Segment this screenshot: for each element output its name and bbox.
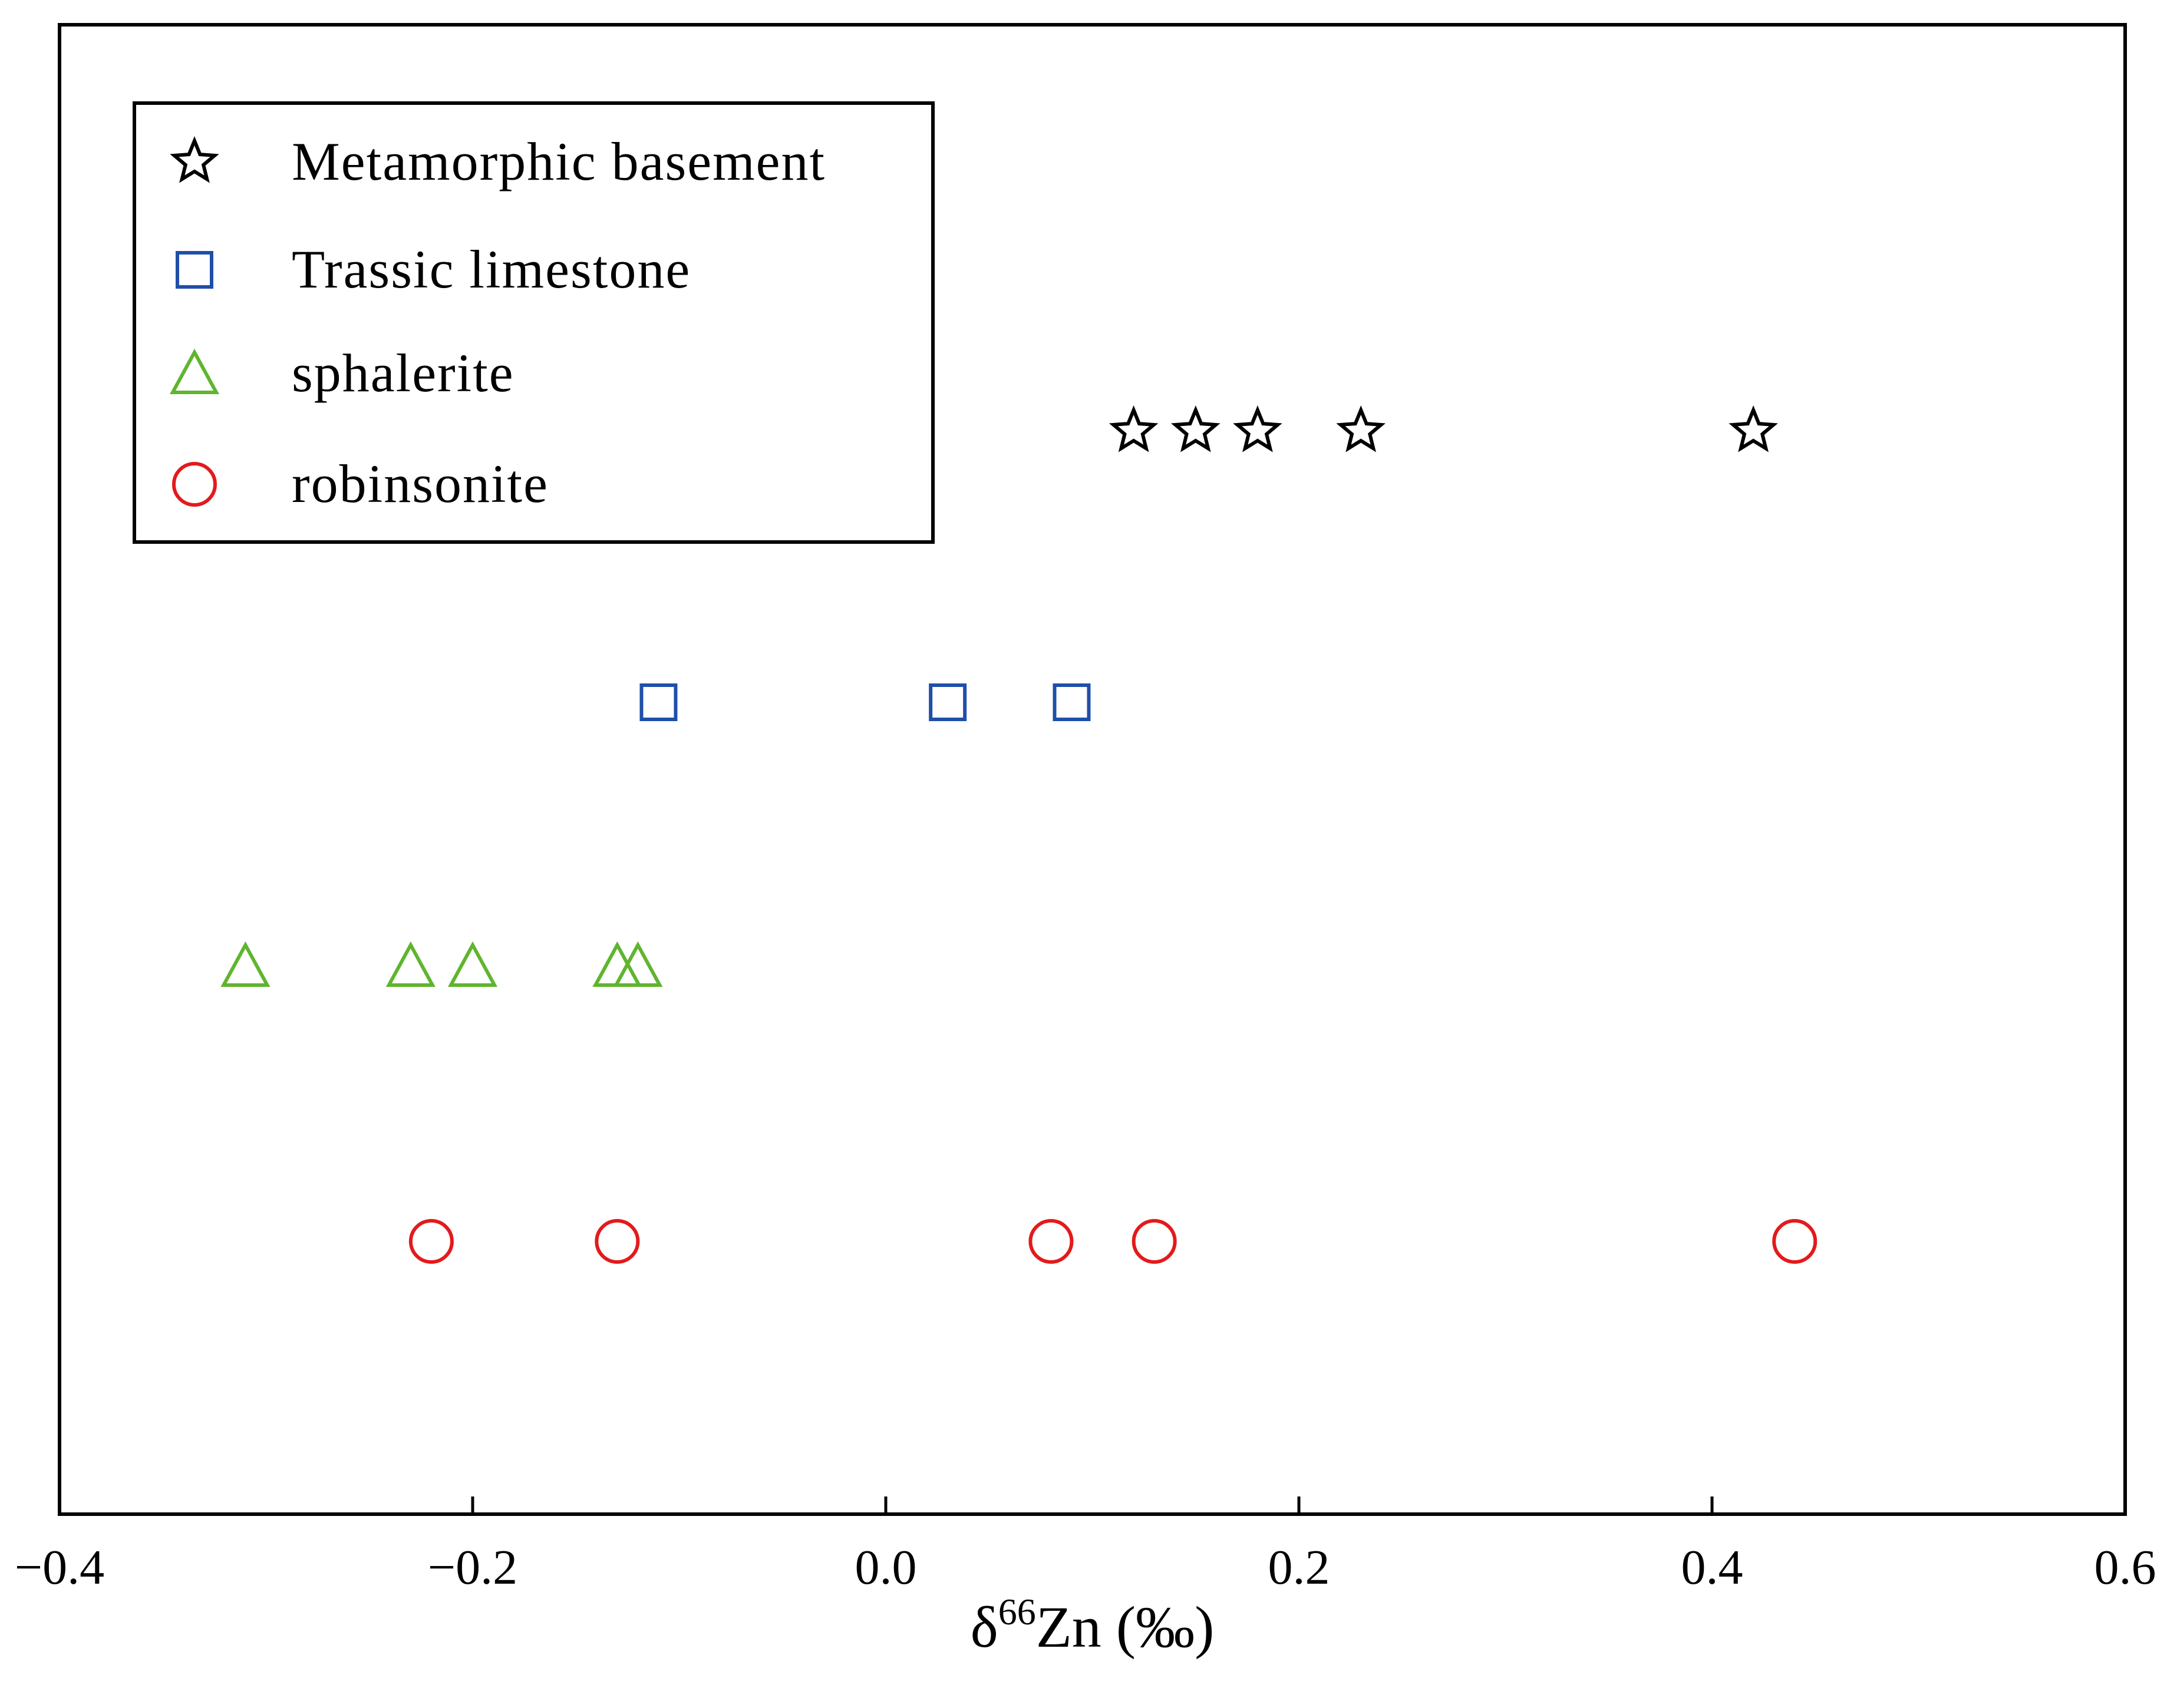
data-point-circle [1772, 1219, 1818, 1264]
data-points [220, 405, 1818, 1264]
data-point-star [1170, 405, 1221, 452]
legend-label: Metamorphic basement [292, 131, 826, 191]
data-point-square [1053, 683, 1091, 721]
series-star [1109, 405, 1778, 452]
legend-marker-triangle [169, 348, 220, 394]
x-axis-title-superscript: 66 [998, 1591, 1036, 1633]
x-tick-label: 0.0 [855, 1540, 917, 1595]
legend-label: sphalerite [292, 343, 514, 403]
x-tick-label: 0.4 [1681, 1540, 1743, 1595]
x-axis-title: δ66Zn (‰) [971, 1591, 1215, 1660]
x-axis-title-prefix: δ [971, 1594, 998, 1660]
legend: Metamorphic basement Trassic limestone sph… [133, 101, 935, 544]
data-point-triangle [385, 941, 436, 987]
plot-area-frame [58, 23, 2127, 1516]
legend-box [133, 101, 935, 544]
series-square [639, 683, 1091, 721]
series-circle [408, 1219, 1818, 1264]
data-point-circle [1132, 1219, 1177, 1264]
x-axis-title-suffix: Zn (‰) [1036, 1594, 1215, 1660]
data-point-star [1729, 405, 1778, 452]
x-tick-label: 0.2 [1268, 1540, 1330, 1595]
series-triangle [220, 941, 663, 987]
legend-marker-circle [172, 462, 217, 507]
data-point-star [1233, 405, 1282, 452]
data-point-triangle [447, 941, 498, 987]
data-point-square [639, 683, 678, 721]
data-point-triangle [220, 941, 271, 987]
data-point-circle [408, 1219, 454, 1264]
data-point-circle [1028, 1219, 1074, 1264]
x-axis: −0.4 −0.2 0.0 0.2 0.4 0.6 [15, 1496, 2156, 1595]
legend-marker-square [176, 251, 213, 289]
legend-label: Trassic limestone [292, 239, 691, 299]
x-tick-label: −0.4 [15, 1540, 104, 1595]
data-point-star [1336, 405, 1386, 452]
legend-marker-star [170, 136, 219, 183]
legend-label: robinsonite [292, 454, 549, 514]
data-point-square [929, 683, 967, 721]
data-point-circle [595, 1219, 640, 1264]
data-point-triangle [613, 941, 663, 987]
x-tick-label: 0.6 [2095, 1540, 2156, 1595]
data-point-star [1109, 405, 1159, 452]
x-tick-label: −0.2 [428, 1540, 517, 1595]
